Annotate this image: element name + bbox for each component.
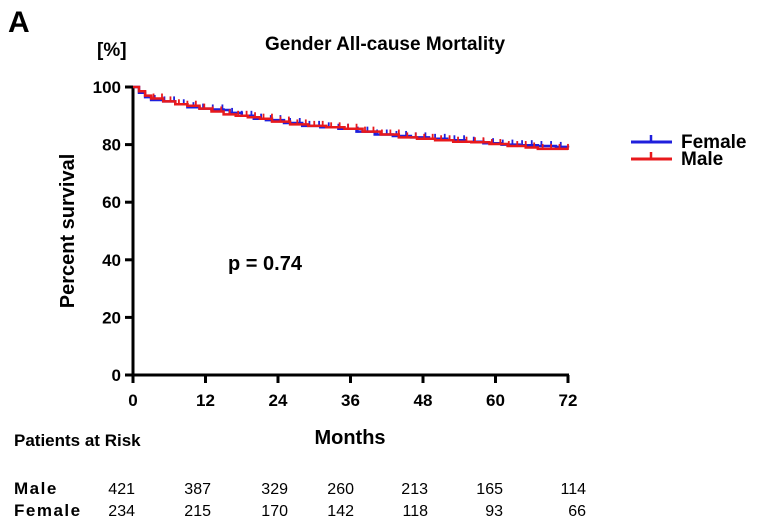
x-tick-label-36: 36: [341, 391, 360, 410]
survival-curves: [133, 85, 570, 151]
y-tick-label-60: 60: [102, 193, 121, 212]
legend-label-male: Male: [681, 149, 723, 170]
x-axis-title: Months: [314, 427, 385, 449]
risk-count-female: 93: [485, 503, 503, 519]
y-axis-unit: [%]: [97, 40, 127, 61]
risk-count-male: 421: [108, 481, 135, 498]
axes: 0 20 40 60 80 100 0 12 24 36 48 60 72: [93, 78, 578, 410]
y-tick-label-0: 0: [112, 366, 121, 385]
risk-count-female: 66: [568, 503, 586, 519]
risk-count-male: 387: [184, 481, 211, 498]
y-axis-title: Percent survival: [57, 154, 79, 309]
y-tick-label-20: 20: [102, 308, 121, 327]
y-tick-label-80: 80: [102, 136, 121, 155]
female-censor-marks: [144, 92, 562, 148]
risk-count-male: 260: [327, 481, 354, 498]
risk-count-female: 170: [261, 503, 288, 519]
x-tick-label-60: 60: [486, 391, 505, 410]
female-survival-curve: [133, 85, 570, 149]
male-survival-curve: [133, 85, 568, 151]
risk-row-label-male: Male: [14, 479, 58, 498]
risk-row-label-female: Female: [14, 501, 82, 519]
risk-table-title: Patients at Risk: [14, 431, 141, 450]
x-tick-label-72: 72: [559, 391, 578, 410]
risk-count-male: 114: [560, 481, 586, 498]
risk-count-female: 118: [402, 503, 428, 519]
risk-count-male: 329: [261, 481, 288, 498]
risk-count-female: 142: [327, 503, 354, 519]
risk-count-male: 165: [476, 481, 503, 498]
risk-count-female: 215: [184, 503, 211, 519]
risk-count-male: 213: [401, 481, 428, 498]
y-tick-label-40: 40: [102, 251, 121, 270]
panel-label: A: [8, 6, 30, 39]
chart-title: Gender All-cause Mortality: [265, 34, 505, 55]
risk-table: Male 421 387 329 260 213 165 114 Female 234 215 170…: [14, 479, 586, 519]
x-tick-label-24: 24: [269, 391, 288, 410]
y-tick-label-100: 100: [93, 78, 121, 97]
legend-label-female: Female: [681, 132, 746, 153]
x-tick-label-48: 48: [414, 391, 433, 410]
x-tick-label-0: 0: [128, 391, 137, 410]
male-censor-marks: [144, 90, 569, 150]
risk-count-female: 234: [108, 503, 135, 519]
x-tick-label-12: 12: [196, 391, 215, 410]
p-value-annotation: p = 0.74: [228, 253, 303, 275]
